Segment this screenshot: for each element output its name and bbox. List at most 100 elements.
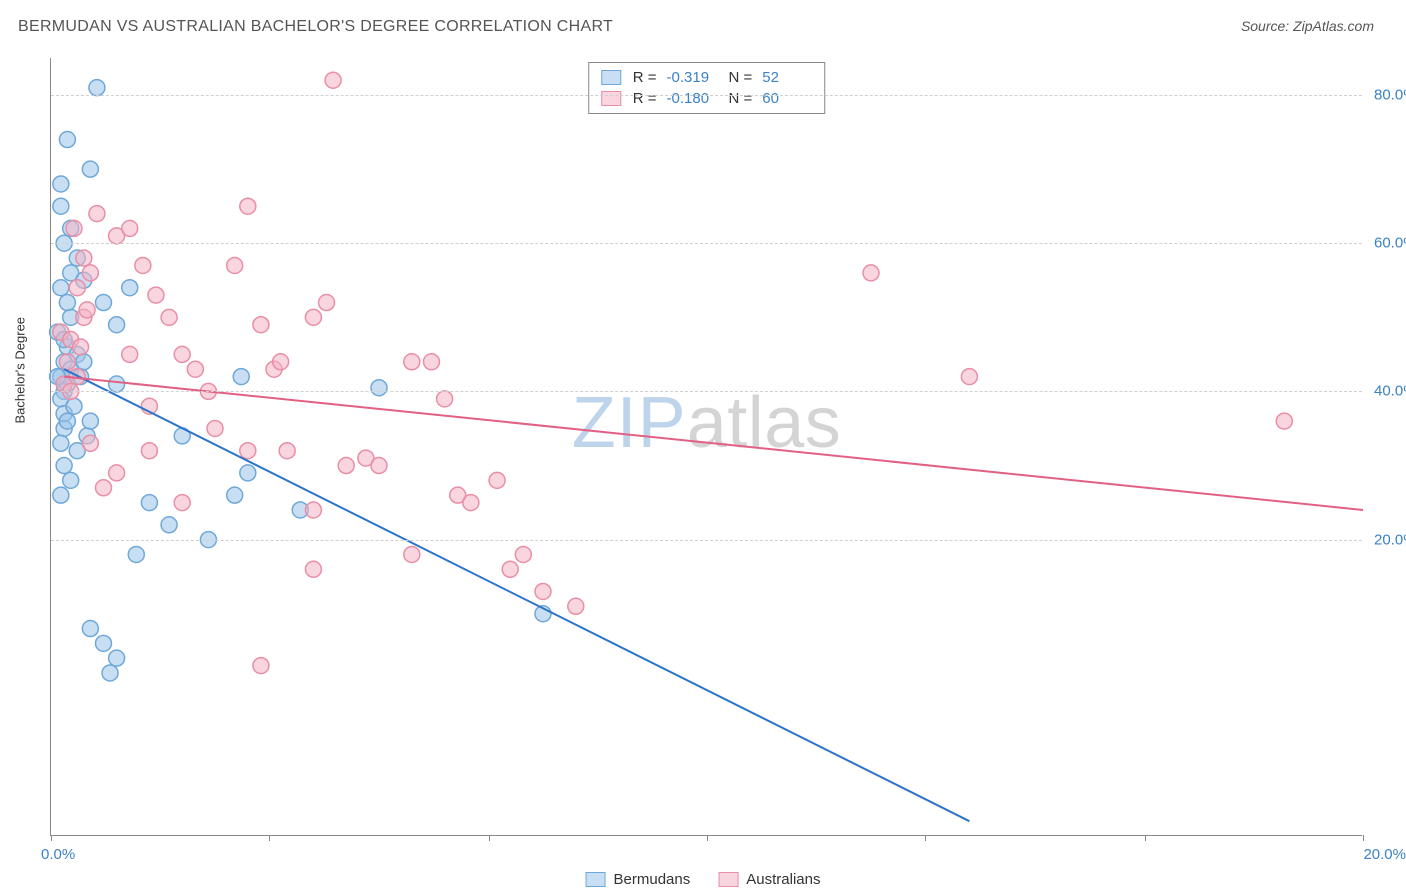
y-tick-label: 40.0% bbox=[1366, 383, 1406, 400]
legend-n-value: 60 bbox=[762, 90, 812, 107]
legend-series-label: Bermudans bbox=[614, 871, 691, 888]
data-point bbox=[122, 220, 138, 236]
x-tick-label: 0.0% bbox=[41, 846, 75, 863]
legend-stat-row: R = -0.180 N = 60 bbox=[601, 88, 813, 109]
data-point bbox=[207, 420, 223, 436]
legend-r-label: R = bbox=[633, 90, 657, 107]
legend-stat-row: R =-0.319N =52 bbox=[601, 67, 813, 88]
x-tick bbox=[51, 835, 52, 841]
data-point bbox=[109, 650, 125, 666]
legend-swatch bbox=[586, 872, 606, 887]
data-point bbox=[515, 546, 531, 562]
data-point bbox=[95, 295, 111, 311]
data-point bbox=[95, 480, 111, 496]
data-point bbox=[53, 487, 69, 503]
data-point bbox=[240, 198, 256, 214]
x-tick bbox=[269, 835, 270, 841]
data-point bbox=[174, 346, 190, 362]
data-point bbox=[82, 621, 98, 637]
gridline bbox=[51, 540, 1362, 541]
x-tick-label: 20.0% bbox=[1363, 846, 1406, 863]
data-point bbox=[53, 198, 69, 214]
data-point bbox=[161, 309, 177, 325]
data-point bbox=[227, 487, 243, 503]
data-point bbox=[66, 220, 82, 236]
legend-series-label: Australians bbox=[746, 871, 820, 888]
scatter-plot-svg bbox=[51, 58, 1362, 835]
data-point bbox=[371, 380, 387, 396]
legend-swatch bbox=[718, 872, 738, 887]
data-point bbox=[102, 665, 118, 681]
data-point bbox=[59, 354, 75, 370]
y-tick-label: 20.0% bbox=[1366, 531, 1406, 548]
data-point bbox=[82, 161, 98, 177]
data-point bbox=[59, 295, 75, 311]
data-point bbox=[568, 598, 584, 614]
legend-n-label: N = bbox=[729, 90, 753, 107]
data-point bbox=[502, 561, 518, 577]
data-point bbox=[128, 546, 144, 562]
legend-r-label: R = bbox=[633, 69, 657, 86]
data-point bbox=[404, 546, 420, 562]
source-link[interactable]: ZipAtlas.com bbox=[1293, 18, 1374, 34]
data-point bbox=[53, 280, 69, 296]
data-point bbox=[82, 435, 98, 451]
data-point bbox=[76, 354, 92, 370]
data-point bbox=[305, 309, 321, 325]
x-tick bbox=[1145, 835, 1146, 841]
x-tick bbox=[1363, 835, 1364, 841]
data-point bbox=[253, 317, 269, 333]
legend-series-item: Australians bbox=[718, 871, 820, 888]
data-point bbox=[56, 458, 72, 474]
y-tick-label: 60.0% bbox=[1366, 235, 1406, 252]
data-point bbox=[863, 265, 879, 281]
data-point bbox=[437, 391, 453, 407]
data-point bbox=[109, 317, 125, 333]
data-point bbox=[319, 295, 335, 311]
gridline bbox=[51, 243, 1362, 244]
data-point bbox=[63, 472, 79, 488]
x-tick bbox=[489, 835, 490, 841]
data-point bbox=[122, 346, 138, 362]
data-point bbox=[109, 376, 125, 392]
data-point bbox=[79, 302, 95, 318]
data-point bbox=[148, 287, 164, 303]
data-point bbox=[59, 413, 75, 429]
data-point bbox=[463, 495, 479, 511]
data-point bbox=[227, 257, 243, 273]
data-point bbox=[53, 176, 69, 192]
legend-n-label: N = bbox=[729, 69, 753, 86]
gridline bbox=[51, 95, 1362, 96]
gridline bbox=[51, 391, 1362, 392]
data-point bbox=[305, 561, 321, 577]
data-point bbox=[423, 354, 439, 370]
legend-r-value: -0.180 bbox=[667, 90, 717, 107]
chart-title: BERMUDAN VS AUSTRALIAN BACHELOR'S DEGREE… bbox=[18, 18, 613, 36]
data-point bbox=[253, 658, 269, 674]
data-point bbox=[53, 435, 69, 451]
data-point bbox=[279, 443, 295, 459]
legend-series-item: Bermudans bbox=[586, 871, 691, 888]
data-point bbox=[187, 361, 203, 377]
data-point bbox=[135, 257, 151, 273]
data-point bbox=[404, 354, 420, 370]
legend-swatch bbox=[601, 91, 621, 106]
data-point bbox=[109, 465, 125, 481]
data-point bbox=[59, 132, 75, 148]
data-point bbox=[82, 265, 98, 281]
data-point bbox=[489, 472, 505, 488]
data-point bbox=[82, 413, 98, 429]
data-point bbox=[240, 443, 256, 459]
data-point bbox=[141, 495, 157, 511]
legend-stats-box: R =-0.319N =52R =-0.180N =60 bbox=[588, 62, 826, 114]
legend-bottom: Bermudans Australians bbox=[586, 871, 821, 888]
x-tick bbox=[925, 835, 926, 841]
data-point bbox=[233, 369, 249, 385]
data-point bbox=[273, 354, 289, 370]
data-point bbox=[961, 369, 977, 385]
data-point bbox=[371, 458, 387, 474]
data-point bbox=[76, 250, 92, 266]
data-point bbox=[95, 635, 111, 651]
data-point bbox=[240, 465, 256, 481]
data-point bbox=[141, 443, 157, 459]
